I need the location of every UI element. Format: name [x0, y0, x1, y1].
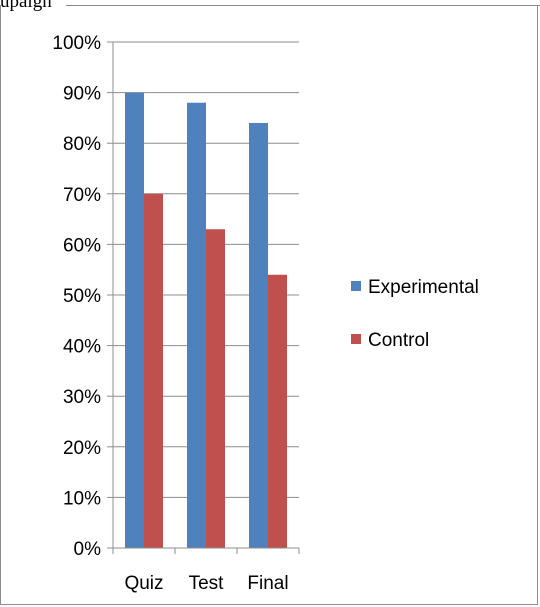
- chart-frame-top-border: [66, 5, 540, 6]
- x-axis-tick-labels: Quiz Test Final: [124, 573, 288, 594]
- y-tick-label: 60%: [63, 235, 101, 256]
- bar-experimental-test: [187, 102, 206, 548]
- y-tick-label: 50%: [63, 286, 101, 307]
- y-tick-label: 70%: [63, 185, 101, 206]
- bar-control-final: [268, 274, 287, 548]
- legend-label: Control: [368, 330, 429, 351]
- chart-frame: [0, 5, 538, 605]
- x-tick-label: Quiz: [124, 573, 163, 594]
- y-tick-label: 40%: [63, 337, 101, 358]
- y-tick-label: 30%: [63, 387, 101, 408]
- legend-swatch: [351, 281, 361, 291]
- x-tick-label: Final: [247, 573, 288, 594]
- bar-control-test: [206, 229, 225, 548]
- bar-control-quiz: [144, 193, 163, 549]
- axes: [112, 42, 300, 554]
- legend-label: Experimental: [368, 277, 479, 298]
- x-tick-label: Test: [189, 573, 225, 594]
- bar-experimental-final: [249, 122, 268, 549]
- legend-swatch: [351, 334, 361, 344]
- legend: Experimental Control: [351, 277, 479, 351]
- y-tick-label: 0%: [74, 539, 102, 560]
- y-tick-label: 100%: [52, 33, 101, 54]
- y-tick-label: 10%: [63, 488, 101, 509]
- y-tick-label: 90%: [63, 84, 101, 105]
- y-tick-label: 80%: [63, 134, 101, 155]
- y-tick-label: 20%: [63, 438, 101, 459]
- bars: [125, 92, 287, 549]
- header-text-fragment: upaign: [0, 0, 52, 12]
- y-axis-tick-labels: 0% 10% 20% 30% 40% 50% 60% 70% 80% 90% 100%: [52, 33, 101, 560]
- bar-experimental-quiz: [125, 92, 144, 548]
